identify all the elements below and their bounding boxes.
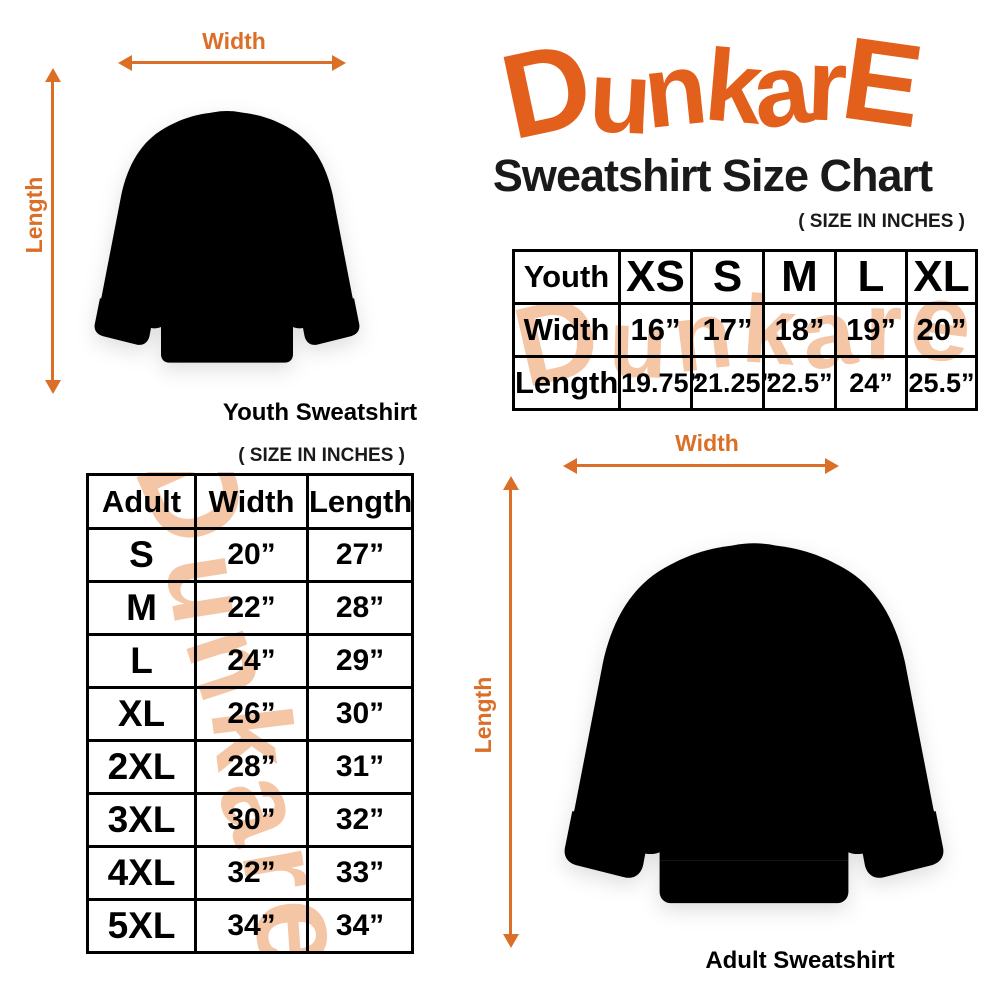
adult-table-header-cell: Width (194, 473, 309, 530)
adult-length-value: 29” (306, 633, 414, 689)
youth-length-value: 22.5” (762, 355, 837, 411)
adult-width-value: 32” (194, 845, 309, 901)
youth-length-row-label: Length (512, 355, 621, 411)
youth-sweatshirt-image (94, 111, 360, 363)
adult-width-dimension-label: Width (675, 430, 739, 456)
adult-size-label: L (86, 633, 197, 689)
youth-size-cell: S (690, 249, 765, 305)
youth-length-arrow (44, 68, 61, 394)
youth-size-cell: XL (905, 249, 978, 305)
youth-width-row: Width 16” 17” 18” 19” 20” (512, 302, 978, 358)
adult-width-value: 22” (194, 580, 309, 636)
adult-width-value: 20” (194, 527, 309, 583)
adult-size-row: 3XL 30” 32” (86, 792, 414, 848)
adult-size-label: XL (86, 686, 197, 742)
adult-width-value: 26” (194, 686, 309, 742)
adult-width-value: 24” (194, 633, 309, 689)
youth-width-arrow (118, 54, 346, 71)
youth-width-row-label: Width (512, 302, 621, 358)
adult-sweatshirt-image (564, 543, 944, 904)
adult-size-row: S 20” 27” (86, 527, 414, 583)
adult-width-arrow (563, 457, 839, 474)
adult-table-header-row: Adult Width Length (86, 473, 414, 530)
size-in-inches-note-adult: ( SIZE IN INCHES ) (238, 445, 405, 466)
youth-length-dimension-label: Length (21, 176, 47, 254)
page-title: Sweatshirt Size Chart (492, 150, 933, 201)
adult-size-row: 4XL 32” 33” (86, 845, 414, 901)
youth-size-cell: L (834, 249, 908, 305)
brand-logo: DunkarE (490, 11, 926, 166)
youth-length-value: 21.25” (690, 355, 774, 411)
adult-size-label: 5XL (86, 898, 197, 954)
youth-sweatshirt-caption: Youth Sweatshirt (222, 399, 418, 426)
adult-table-header-cell: Adult (86, 473, 197, 530)
adult-size-label: M (86, 580, 197, 636)
youth-table-header-row: Youth XS S M L XL (512, 249, 978, 305)
adult-size-row: XL 26” 30” (86, 686, 414, 742)
youth-length-value: 24” (834, 355, 908, 411)
youth-width-value: 20” (905, 302, 978, 358)
adult-length-dimension-label: Length (470, 676, 496, 754)
adult-size-label: S (86, 527, 197, 583)
adult-size-label: 4XL (86, 845, 197, 901)
adult-table-header-cell: Length (306, 473, 414, 530)
adult-length-value: 27” (306, 527, 414, 583)
youth-width-value: 16” (618, 302, 693, 358)
youth-width-value: 19” (834, 302, 908, 358)
adult-length-arrow (502, 476, 519, 948)
youth-width-dimension-label: Width (202, 28, 266, 54)
adult-size-row: M 22” 28” (86, 580, 414, 636)
youth-size-table: Youth XS S M L XL Width 16” 17” 18” 19” … (512, 249, 978, 411)
adult-size-row: 2XL 28” 31” (86, 739, 414, 795)
adult-size-table: Adult Width Length S 20” 27” M 22” 28” L… (86, 473, 414, 954)
adult-size-label: 2XL (86, 739, 197, 795)
adult-size-row: L 24” 29” (86, 633, 414, 689)
youth-length-row: Length 19.75” 21.25” 22.5” 24” 25.5” (512, 355, 978, 411)
youth-size-cell: M (762, 249, 837, 305)
youth-width-value: 18” (762, 302, 837, 358)
adult-length-value: 31” (306, 739, 414, 795)
adult-length-value: 30” (306, 686, 414, 742)
youth-size-cell: XS (618, 249, 693, 305)
adult-sweatshirt-caption: Adult Sweatshirt (705, 947, 895, 974)
adult-length-value: 33” (306, 845, 414, 901)
size-in-inches-note-top: ( SIZE IN INCHES ) (798, 211, 965, 232)
adult-width-value: 34” (194, 898, 309, 954)
adult-width-value: 30” (194, 792, 309, 848)
adult-width-value: 28” (194, 739, 309, 795)
youth-table-corner-cell: Youth (512, 249, 621, 305)
adult-size-row: 5XL 34” 34” (86, 898, 414, 954)
adult-length-value: 34” (306, 898, 414, 954)
adult-size-label: 3XL (86, 792, 197, 848)
youth-length-value: 19.75” (618, 355, 702, 411)
adult-length-value: 28” (306, 580, 414, 636)
youth-length-value: 25.5” (905, 355, 978, 411)
adult-length-value: 32” (306, 792, 414, 848)
youth-width-value: 17” (690, 302, 765, 358)
